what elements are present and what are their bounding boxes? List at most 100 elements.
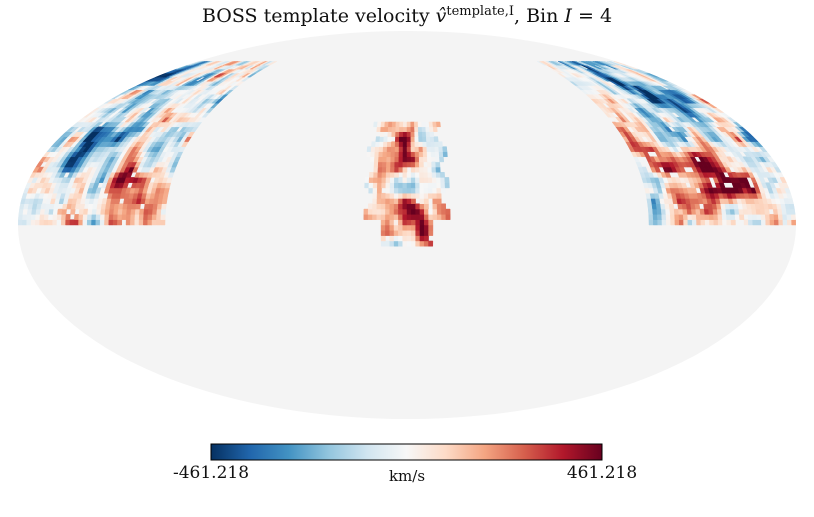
map-pixel — [686, 208, 693, 215]
map-pixel — [700, 219, 706, 226]
map-pixel — [406, 131, 412, 137]
map-pixel — [39, 219, 45, 226]
map-pixel — [134, 208, 141, 215]
map-pixel — [602, 61, 616, 66]
map-pixel — [384, 121, 389, 128]
map-pixel — [389, 219, 395, 226]
map-pixel — [440, 171, 445, 178]
map-pixel — [437, 141, 443, 147]
map-pixel — [379, 141, 384, 147]
map-pixel — [406, 235, 412, 242]
map-pixel — [648, 214, 654, 220]
map-pixel — [419, 230, 425, 236]
map-pixel — [389, 187, 395, 194]
map-pixel — [394, 177, 399, 183]
map-pixel — [695, 208, 701, 215]
map-pixel — [377, 166, 383, 173]
map-pixel — [375, 141, 380, 147]
map-pixel — [648, 219, 654, 226]
map-pixel — [425, 136, 431, 142]
map-pixel — [425, 126, 431, 132]
chart-title: BOSS template velocity v̂template,I, Bin… — [202, 4, 612, 27]
map-pixel — [751, 214, 758, 220]
footprint-NGC-left — [18, 61, 277, 226]
map-pixel — [418, 156, 424, 163]
map-pixel — [134, 219, 140, 226]
map-pixel — [381, 161, 387, 168]
map-pixel — [657, 214, 663, 220]
map-pixel — [431, 171, 437, 178]
colorbar-max-label: 461.218 — [567, 463, 637, 483]
map-pixel — [428, 208, 434, 215]
map-pixel — [406, 219, 412, 226]
map-pixel — [394, 171, 399, 178]
map-pixel — [387, 126, 393, 132]
map-pixel — [752, 219, 758, 226]
map-pixel — [393, 203, 399, 210]
map-pixel — [406, 151, 412, 158]
map-pixel — [410, 146, 416, 152]
map-pixel — [393, 187, 399, 194]
map-pixel — [428, 214, 434, 220]
map-pixel — [398, 146, 404, 152]
map-pixel — [778, 219, 784, 226]
map-pixel — [390, 141, 396, 147]
map-pixel — [687, 219, 693, 226]
map-pixel — [389, 198, 395, 204]
map-pixel — [389, 182, 395, 189]
map-pixel — [415, 219, 421, 226]
map-pixel — [368, 187, 374, 194]
map-pixel — [411, 214, 416, 220]
map-pixel — [696, 219, 702, 226]
map-pixel — [444, 182, 450, 189]
map-pixel — [372, 187, 378, 194]
map-pixel — [70, 208, 76, 215]
map-pixel — [422, 151, 428, 158]
map-pixel — [419, 161, 424, 168]
map-pixel — [425, 121, 430, 128]
map-pixel — [121, 214, 127, 220]
footprint-NGC-right — [537, 61, 796, 226]
map-pixel — [410, 121, 415, 128]
map-pixel — [398, 187, 404, 194]
map-pixel — [395, 136, 400, 142]
map-pixel — [410, 151, 416, 158]
map-pixel — [419, 240, 425, 247]
map-pixel — [444, 177, 450, 183]
map-pixel — [678, 219, 684, 226]
map-pixel — [427, 177, 433, 183]
map-pixel — [398, 240, 403, 247]
map-pixel — [647, 208, 654, 215]
map-pixel — [398, 182, 404, 189]
map-pixel — [385, 240, 391, 247]
map-pixel — [415, 187, 421, 194]
map-pixel — [425, 131, 431, 137]
map-pixel — [421, 126, 427, 132]
map-pixel — [364, 177, 370, 183]
map-pixel — [267, 61, 277, 66]
map-pixel — [436, 214, 442, 220]
map-pixel — [665, 208, 671, 215]
map-pixel — [419, 214, 425, 220]
map-pixel — [398, 166, 404, 173]
map-pixel — [436, 192, 442, 199]
map-pixel — [389, 230, 395, 236]
map-pixel — [402, 146, 408, 152]
map-pixel — [438, 146, 444, 152]
map-pixel — [48, 219, 53, 226]
map-pixel — [135, 203, 141, 210]
map-pixel — [406, 214, 412, 220]
map-pixel — [369, 156, 375, 163]
map-pixel — [381, 192, 386, 199]
map-pixel — [87, 214, 93, 220]
map-pixel — [374, 151, 380, 158]
map-pixel — [411, 198, 416, 204]
map-pixel — [30, 219, 36, 226]
map-pixel — [372, 198, 378, 204]
map-pixel — [398, 224, 403, 231]
map-pixel — [79, 203, 86, 210]
map-pixel — [406, 161, 412, 168]
map-pixel — [435, 156, 440, 163]
map-pixel — [726, 219, 732, 226]
map-pixel — [726, 214, 732, 220]
